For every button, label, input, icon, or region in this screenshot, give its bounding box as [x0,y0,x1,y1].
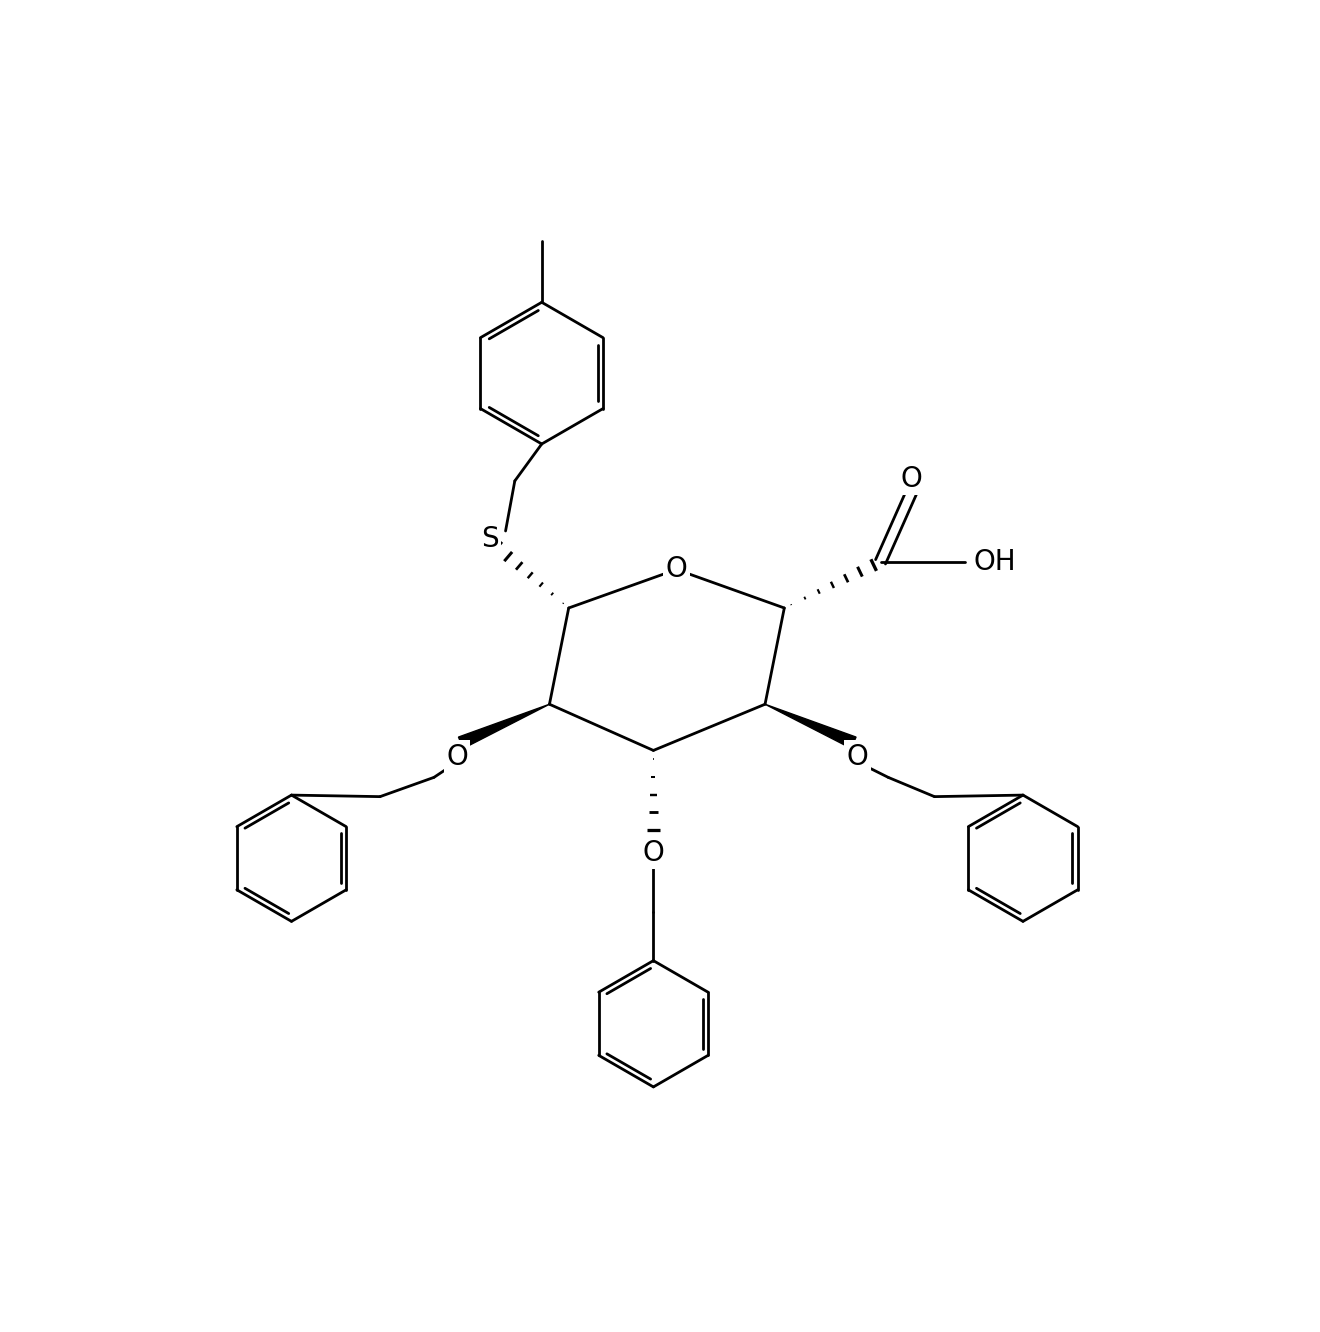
Text: S: S [482,525,499,553]
Text: O: O [900,465,923,493]
Text: O: O [846,742,869,771]
Text: OH: OH [973,547,1016,575]
Text: O: O [665,555,688,583]
Polygon shape [458,705,549,749]
Polygon shape [766,705,857,749]
Text: O: O [643,839,664,867]
Text: O: O [446,742,467,771]
